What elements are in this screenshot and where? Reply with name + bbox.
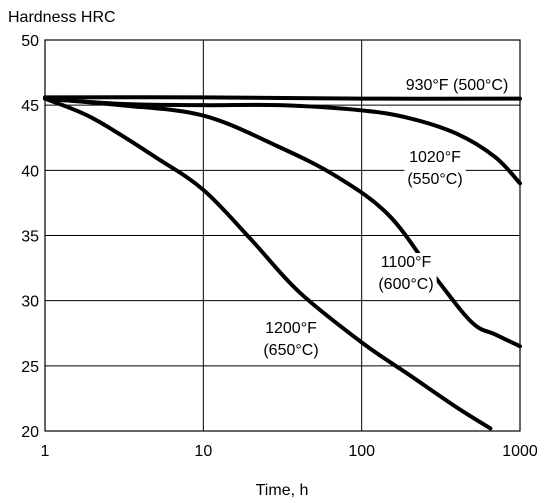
series-1100f-label: (600°C) (378, 276, 433, 293)
x-tick-label: 100 (348, 443, 375, 460)
series-1020f-label-bg (404, 148, 466, 189)
series-1200f-label-group: 1200°F (650°C) (260, 319, 322, 360)
series-1200f-label: 1200°F (265, 320, 317, 337)
series-1100f-label-bg (375, 253, 437, 294)
series-1020f-label-group: 1020°F (550°C) (404, 148, 466, 189)
series-1100f-label: 1100°F (381, 254, 432, 271)
series-1200f-label: (650°C) (263, 342, 318, 359)
series-930f-label-group: 930°F (500°C) (402, 76, 512, 95)
series-1020f-line (43, 96, 522, 186)
y-tick-label: 25 (21, 359, 39, 376)
series-1100f-label-group: 1100°F (600°C) (375, 253, 437, 294)
series-930f-label: 930°F (500°C) (406, 77, 509, 94)
y-tick-label: 50 (21, 33, 39, 50)
y-tick-label: 45 (21, 98, 39, 115)
y-axis-label: Hardness HRC (8, 9, 116, 26)
series-1200f-line (43, 96, 493, 431)
y-tick-label: 30 (21, 294, 39, 311)
series-1200f-label-bg (260, 319, 322, 360)
y-tick-label: 40 (21, 163, 39, 180)
series-930f-line (43, 95, 522, 101)
y-tick-label: 35 (21, 229, 39, 246)
series-1100f-line (43, 96, 522, 349)
x-tick-label: 1 (41, 443, 50, 460)
series-1020f-label: 1020°F (409, 149, 461, 166)
x-axis-label: Time, h (256, 482, 309, 499)
series-1020f-label: (550°C) (407, 171, 462, 188)
x-tick-label: 1000 (502, 443, 538, 460)
x-tick-label: 10 (194, 443, 212, 460)
y-tick-label: 20 (21, 424, 39, 441)
series-930f-label-bg (402, 76, 512, 95)
